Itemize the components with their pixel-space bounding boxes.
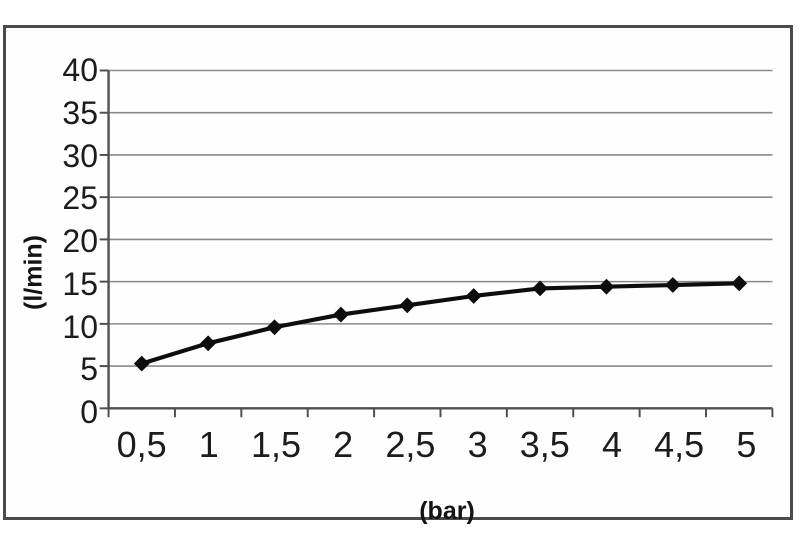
x-tick-label-2,5: 2,5 xyxy=(385,424,436,465)
x-tick-label-4: 4 xyxy=(601,424,623,465)
x-axis-title: (bar) xyxy=(419,497,475,525)
x-tick-label-0,5: 0,5 xyxy=(116,424,167,465)
x-tick-label-3: 3 xyxy=(467,424,488,465)
y-tick-label-35: 35 xyxy=(62,94,98,131)
y-tick-label-25: 25 xyxy=(62,180,98,217)
y-tick-label-0: 0 xyxy=(80,394,98,430)
data-point-marker xyxy=(731,275,748,292)
y-tick-label-5: 5 xyxy=(80,351,98,388)
y-tick-label-30: 30 xyxy=(62,137,98,174)
x-tick-label-3,5: 3,5 xyxy=(519,424,570,465)
y-tick-label-15: 15 xyxy=(62,265,98,302)
data-point-marker xyxy=(465,288,482,304)
y-tick-label-40: 40 xyxy=(62,52,98,88)
y-axis-title: (l/min) xyxy=(19,235,48,310)
data-point-marker xyxy=(200,335,217,352)
plot-area xyxy=(99,69,774,418)
x-tick-label-1: 1 xyxy=(198,424,219,465)
data-point-marker xyxy=(332,306,349,323)
data-point-marker xyxy=(399,297,416,314)
x-tick-label-5: 5 xyxy=(736,424,757,465)
x-tick-label-4,5: 4,5 xyxy=(654,424,705,465)
y-tick-label-10: 10 xyxy=(62,308,98,345)
data-point-marker xyxy=(598,278,615,295)
data-point-marker xyxy=(133,355,150,372)
data-point-marker xyxy=(664,277,681,293)
data-point-marker xyxy=(266,319,283,336)
x-tick-label-1,5: 1,5 xyxy=(250,424,302,465)
x-tick-label-2: 2 xyxy=(333,424,354,465)
series-line-flow-rate xyxy=(139,281,742,366)
data-point-marker xyxy=(532,280,548,297)
y-tick-label-20: 20 xyxy=(62,223,98,259)
chart-frame: 0 5 10 15 20 25 30 35 40 0,5 1 1,5 2 2,5 3 3,5 4 4,5 5 (l… xyxy=(3,25,793,525)
